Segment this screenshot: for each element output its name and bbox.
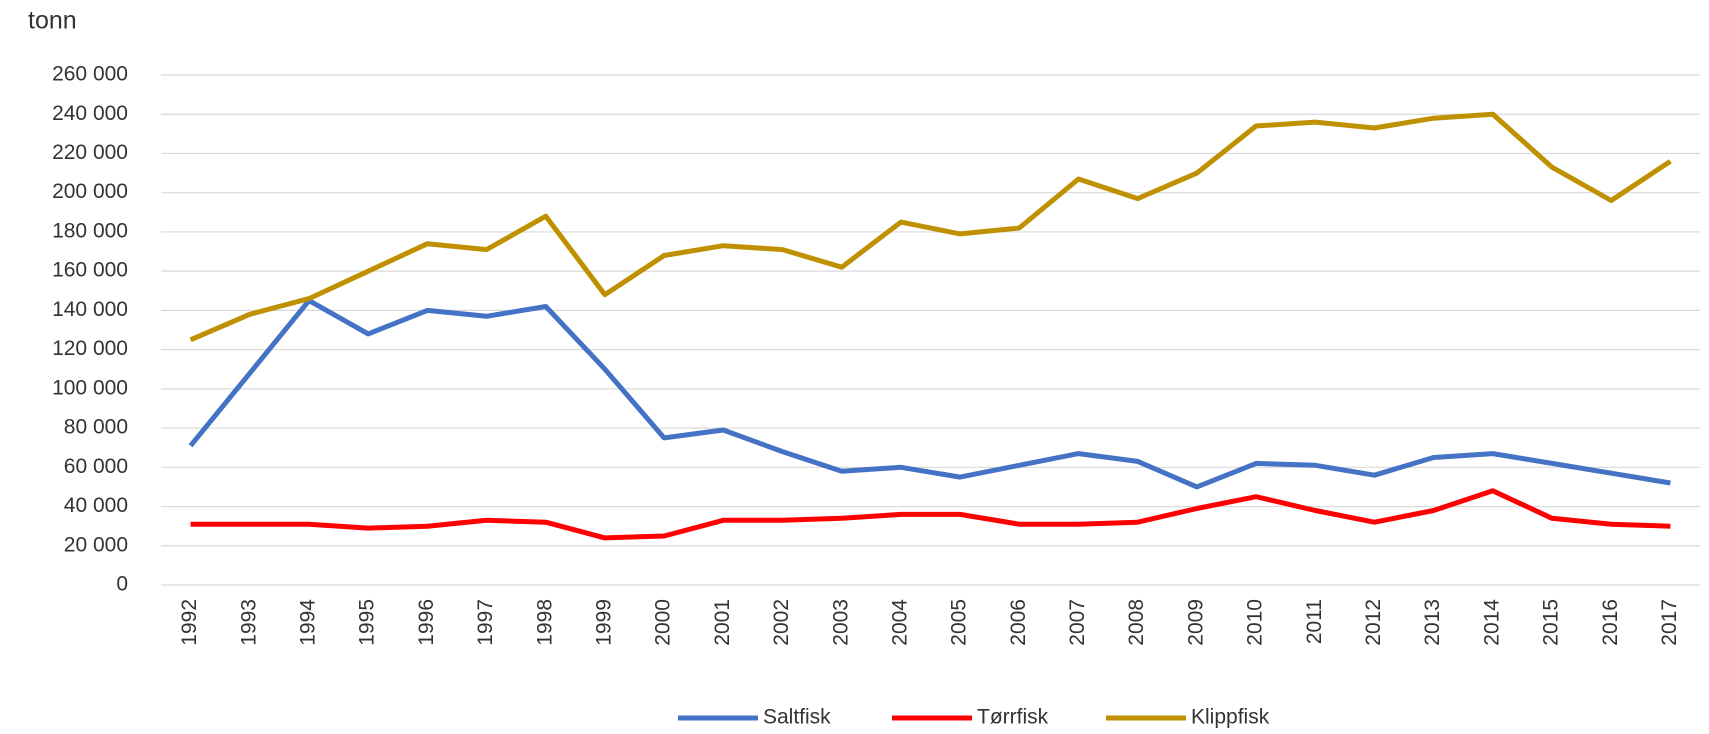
y-tick-label: 160 000 (52, 259, 128, 282)
x-tick-label: 2008 (1125, 599, 1148, 646)
x-tick-label: 2017 (1658, 599, 1681, 646)
x-tick-label: 1996 (415, 599, 438, 646)
x-tick-label: 2011 (1303, 599, 1326, 644)
x-tick-label: 1998 (533, 599, 556, 646)
x-tick-label: 2010 (1244, 599, 1267, 646)
line-series (190, 488, 1671, 541)
x-tick-label: 1994 (297, 599, 320, 646)
x-tick-label: 1993 (237, 599, 260, 646)
x-tick-label: 2013 (1421, 599, 1444, 646)
y-tick-label: 240 000 (52, 102, 128, 125)
x-tick-label: 1999 (592, 599, 615, 646)
x-tick-label: 2003 (829, 599, 852, 646)
x-tick-label: 2005 (948, 599, 971, 646)
x-tick-label: 2002 (770, 599, 793, 646)
x-tick-label: 2009 (1184, 599, 1207, 646)
y-tick-label: 40 000 (64, 494, 128, 517)
y-tick-label: 0 (116, 573, 128, 596)
legend-label: Klippfisk (1191, 706, 1270, 729)
x-tick-label: 2004 (888, 599, 911, 646)
x-tick-label: 1992 (178, 599, 201, 646)
y-tick-label: 100 000 (52, 376, 128, 399)
y-tick-label: 60 000 (64, 455, 128, 478)
y-tick-label: 180 000 (52, 219, 128, 242)
y-tick-label: 80 000 (64, 416, 128, 439)
x-tick-label: 2000 (652, 599, 675, 646)
y-tick-label: 20 000 (64, 533, 128, 556)
y-tick-label: 200 000 (52, 180, 128, 203)
line-series (189, 111, 1672, 343)
x-tick-label: 1997 (474, 599, 497, 646)
x-tick-label: 2015 (1540, 599, 1563, 646)
y-tick-label: 120 000 (52, 337, 128, 360)
x-tick-label: 2012 (1362, 599, 1385, 646)
x-tick-label: 2006 (1007, 599, 1030, 646)
x-tick-label: 1995 (356, 599, 379, 646)
line-series (188, 298, 1671, 490)
x-tick-label: 2001 (711, 599, 734, 646)
legend-label: Tørrfisk (977, 706, 1049, 729)
x-tick-label: 2007 (1066, 599, 1089, 646)
x-tick-label: 2016 (1599, 599, 1622, 646)
y-tick-label: 220 000 (52, 141, 128, 164)
y-axis-label: tonn (28, 7, 77, 35)
x-tick-label: 2014 (1480, 599, 1503, 646)
legend-label: Saltfisk (763, 706, 831, 729)
y-tick-label: 260 000 (52, 63, 128, 86)
y-tick-label: 140 000 (52, 298, 128, 321)
